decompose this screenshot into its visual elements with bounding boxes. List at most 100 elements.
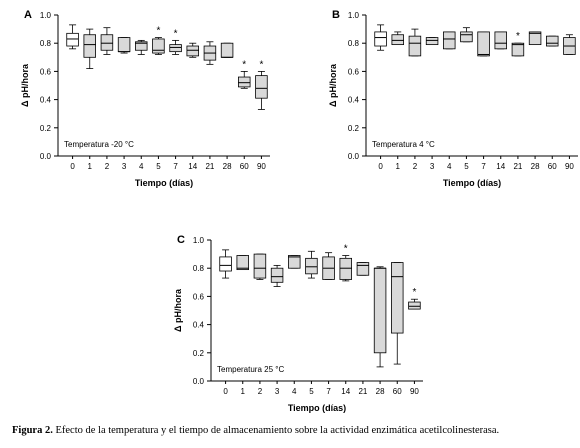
significance-marker: * [516, 31, 520, 42]
box-90 [563, 34, 576, 55]
y-tick-label: 1.0 [348, 11, 360, 20]
panel-letter: C [177, 234, 185, 246]
panel-a: 0.0 0.2 0.4 0.6 0.8 1.0 0 1 2 3 4 * 5 * 7 14 21 28 * 60 * 90 A… [20, 9, 270, 188]
x-tick-label: 90 [410, 387, 419, 396]
box-4 [443, 31, 456, 50]
box-body [373, 267, 387, 354]
x-tick-label: 4 [139, 162, 144, 171]
x-tick-label: 3 [122, 162, 127, 171]
x-tick-label: 0 [70, 162, 75, 171]
box-14 [494, 31, 507, 50]
box-2 [408, 28, 422, 57]
box-3 [270, 264, 284, 287]
x-tick-label: 90 [257, 162, 266, 171]
box-body [236, 255, 249, 271]
x-tick-label: 2 [258, 387, 263, 396]
x-tick-label: 21 [513, 162, 522, 171]
y-tick-label: 0.6 [40, 67, 52, 76]
y-tick-label: 0.8 [40, 39, 52, 48]
x-axis-label: Tiempo (días) [443, 178, 501, 188]
x-tick-label: 5 [309, 387, 314, 396]
box-body [135, 41, 148, 51]
y-axis-label: Δ pH/hora [20, 63, 30, 107]
box-1 [391, 31, 404, 46]
y-tick-label: 1.0 [193, 236, 205, 245]
x-tick-label: 1 [241, 387, 246, 396]
y-tick-label: 0.8 [193, 264, 205, 273]
x-axis-label: Tiempo (días) [135, 178, 193, 188]
box-2 [253, 253, 267, 280]
x-tick-label: 14 [496, 162, 505, 171]
x-tick-label: 28 [223, 162, 232, 171]
y-tick-label: 0.2 [40, 124, 52, 133]
x-tick-label: 90 [565, 162, 574, 171]
x-tick-label: 7 [326, 387, 331, 396]
box-body [238, 76, 251, 88]
box-4 [135, 39, 148, 55]
panel-b: 0.0 0.2 0.4 0.6 0.8 1.0 0 1 2 3 4 5 7 14 * 21 28 60 90 B Tem… [328, 9, 578, 188]
x-tick-label: 1 [88, 162, 93, 171]
box-body [152, 38, 165, 54]
box-body [83, 34, 96, 58]
box-body [460, 31, 473, 43]
box-body [100, 34, 114, 51]
box-body [391, 34, 404, 46]
panel-letter: A [24, 9, 32, 21]
x-tick-label: 4 [447, 162, 452, 171]
box-body [408, 301, 421, 310]
x-axis-label: Tiempo (días) [288, 403, 346, 413]
y-tick-label: 0.0 [193, 377, 205, 386]
y-tick-label: 0.4 [348, 96, 360, 105]
significance-marker: * [259, 59, 263, 70]
box-0 [374, 24, 387, 51]
x-tick-label: 5 [156, 162, 161, 171]
box-2 [100, 27, 114, 55]
y-tick-label: 0.8 [348, 39, 360, 48]
box-7: * [169, 28, 182, 55]
y-tick-label: 0.4 [193, 321, 205, 330]
y-tick-label: 0.2 [193, 349, 205, 358]
box-body [220, 42, 234, 58]
box-body [425, 37, 439, 46]
caption-text: Efecto de la temperatura y el tiempo de … [55, 425, 500, 436]
significance-marker: * [174, 28, 178, 39]
x-tick-label: 1 [396, 162, 401, 171]
box-body [408, 35, 422, 57]
box-body [546, 35, 559, 47]
box-60 [546, 35, 559, 47]
box-21 [203, 41, 217, 65]
box-5 [460, 27, 473, 43]
box-21: * [511, 31, 525, 57]
x-tick-label: 60 [240, 162, 249, 171]
box-28 [528, 31, 542, 46]
box-body [305, 257, 318, 275]
box-body [66, 32, 79, 47]
x-tick-label: 0 [378, 162, 383, 171]
box-body [255, 75, 268, 99]
box-5 [305, 250, 318, 279]
significance-marker: * [242, 59, 246, 70]
x-tick-label: 21 [358, 387, 367, 396]
box-28 [220, 42, 234, 58]
box-body [528, 31, 542, 46]
box-3 [425, 37, 439, 46]
significance-marker: * [156, 26, 160, 37]
box-4 [288, 255, 301, 269]
box-body [391, 262, 404, 334]
box-body [339, 257, 352, 280]
box-5: * [152, 26, 165, 55]
x-tick-label: 4 [292, 387, 297, 396]
x-tick-label: 28 [376, 387, 385, 396]
x-tick-label: 0 [223, 387, 228, 396]
x-tick-label: 7 [481, 162, 486, 171]
y-axis-label: Δ pH/hora [173, 288, 183, 332]
box-14: * [339, 244, 352, 282]
x-tick-label: 60 [393, 387, 402, 396]
box-0 [219, 249, 232, 279]
box-body [253, 253, 267, 279]
significance-marker: * [344, 244, 348, 255]
box-body [186, 45, 199, 57]
x-tick-label: 14 [341, 387, 350, 396]
box-body [477, 31, 490, 57]
